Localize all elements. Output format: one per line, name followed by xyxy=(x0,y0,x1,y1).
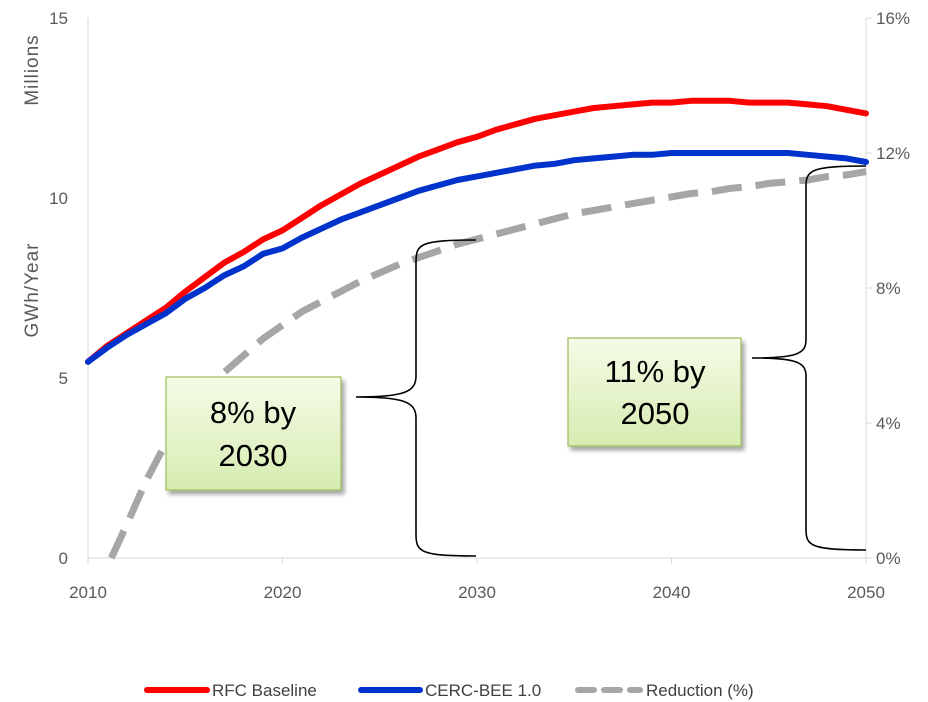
left-tick-label: 0 xyxy=(59,549,68,568)
right-tick-label: 16% xyxy=(876,9,910,28)
x-tick-label: 2030 xyxy=(458,583,496,602)
callout-2030-line2: 2030 xyxy=(219,438,288,473)
right-tick-label: 8% xyxy=(876,279,901,298)
x-tick-labels: 2010 2020 2030 2040 2050 xyxy=(69,558,885,602)
legend: RFC Baseline CERC-BEE 1.0 Reduction (%) xyxy=(144,681,754,700)
bracket-2030 xyxy=(355,239,477,557)
series-line-rfc-baseline xyxy=(85,97,869,365)
left-tick-labels: 0 5 10 15 xyxy=(49,9,68,568)
y-axis-title: GWh/Year xyxy=(22,243,43,338)
x-tick-label: 2050 xyxy=(847,583,885,602)
y-axis-units-label: Millions xyxy=(22,34,43,105)
series-line-cerc-bee-1-0 xyxy=(85,150,869,365)
left-tick-label: 5 xyxy=(59,369,68,388)
callout-2050-line2: 2050 xyxy=(621,396,690,431)
right-tick-label: 12% xyxy=(876,144,910,163)
x-tick-label: 2040 xyxy=(653,583,691,602)
legend-label-cerc-bee: CERC-BEE 1.0 xyxy=(425,681,541,700)
callout-2030-line1: 8% by xyxy=(210,395,297,430)
legend-label-reduction: Reduction (%) xyxy=(646,681,754,700)
callout-2030-box xyxy=(165,376,342,491)
right-tick-label: 0% xyxy=(876,549,901,568)
right-tick-label: 4% xyxy=(876,414,901,433)
left-tick-label: 10 xyxy=(49,189,68,208)
callout-2030: 8% by 2030 xyxy=(165,376,342,491)
left-tick-label: 15 xyxy=(49,9,68,28)
callout-2050-line1: 11% by xyxy=(604,354,706,389)
right-tick-labels: 0% 4% 8% 12% 16% xyxy=(866,9,910,568)
bracket-2050 xyxy=(751,165,867,551)
callout-2050: 11% by 2050 xyxy=(567,337,742,447)
legend-label-rfc-baseline: RFC Baseline xyxy=(212,681,317,700)
x-tick-label: 2020 xyxy=(264,583,302,602)
callout-2050-box xyxy=(567,337,742,447)
series-layer xyxy=(85,97,869,560)
series-line-reduction xyxy=(108,168,867,560)
x-tick-label: 2010 xyxy=(69,583,107,602)
